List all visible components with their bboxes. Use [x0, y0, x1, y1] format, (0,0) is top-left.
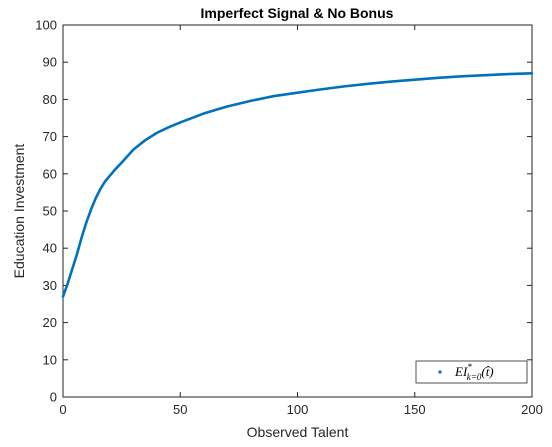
y-tick-label: 0 — [50, 390, 57, 405]
y-tick-label: 90 — [43, 55, 57, 70]
series-layer — [61, 72, 534, 298]
plot-area — [62, 24, 533, 398]
legend-entry-label: EI* k=0(t̂) — [454, 362, 494, 382]
x-tick-label: 50 — [173, 402, 187, 417]
y-tick-label: 10 — [43, 352, 57, 367]
x-tick-label: 150 — [404, 402, 426, 417]
x-axis-label: Observed Talent — [247, 424, 349, 440]
legend-marker — [438, 370, 442, 374]
plot-box — [62, 24, 533, 398]
x-tick-label: 0 — [59, 402, 66, 417]
y-tick-label: 30 — [43, 278, 57, 293]
y-tick-label: 80 — [43, 92, 57, 107]
y-tick-label: 50 — [43, 204, 57, 219]
y-tick-label: 20 — [43, 315, 57, 330]
legend-box — [415, 360, 528, 384]
series-line — [61, 72, 534, 298]
y-tick-label: 70 — [43, 129, 57, 144]
legend-entry-sub: k=0 — [467, 372, 482, 382]
y-tick-label: 60 — [43, 166, 57, 181]
x-axis-ticks: 0 50 100 150 200 — [59, 25, 543, 417]
chart-title: Imperfect Signal & No Bonus — [201, 5, 394, 21]
legend-entry-arg: (t̂) — [481, 364, 493, 379]
y-axis-ticks: 0 10 20 30 40 50 60 70 80 90 100 — [35, 18, 532, 405]
legend: EI* k=0(t̂) — [415, 360, 528, 384]
y-axis-label: Education Investment — [11, 144, 27, 279]
y-tick-label: 100 — [35, 18, 57, 33]
x-tick-label: 200 — [521, 402, 543, 417]
legend-entry-sup: * — [467, 362, 472, 372]
legend-entry-main: EI — [454, 364, 468, 379]
y-tick-label: 40 — [43, 241, 57, 256]
x-tick-label: 100 — [287, 402, 309, 417]
